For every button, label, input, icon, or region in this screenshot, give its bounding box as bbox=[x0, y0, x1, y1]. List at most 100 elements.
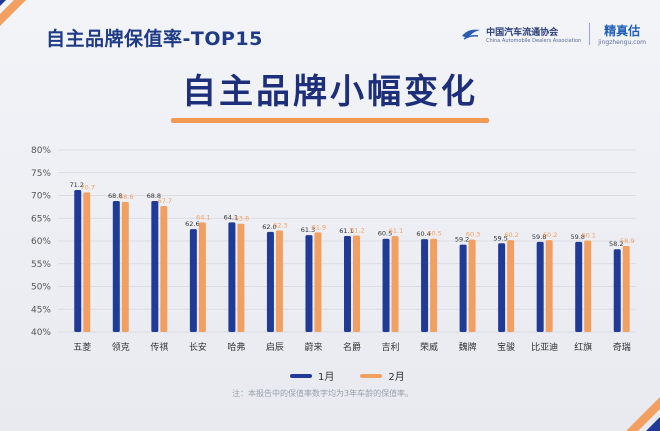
x-tick-label: 启辰 bbox=[266, 341, 284, 353]
x-tick-label: 宝骏 bbox=[497, 341, 515, 353]
data-label-series-1: 71.2 bbox=[70, 181, 84, 189]
bar-series-2 bbox=[391, 235, 399, 332]
bar-series-2 bbox=[160, 205, 168, 332]
banner: 自主品牌小幅变化 bbox=[171, 70, 489, 123]
y-tick-label: 40% bbox=[31, 328, 51, 338]
bar-series-2 bbox=[83, 192, 91, 332]
bar-series-1 bbox=[151, 200, 159, 332]
x-tick-label: 红旗 bbox=[574, 341, 592, 353]
bar-series-2 bbox=[584, 240, 592, 332]
banner-heading: 自主品牌小幅变化 bbox=[182, 72, 478, 112]
bar-series-2 bbox=[468, 239, 476, 332]
bar-series-1 bbox=[459, 244, 467, 332]
legend-item-series-2: 2月 bbox=[360, 368, 405, 383]
data-label-series-1: 64.1 bbox=[224, 213, 238, 221]
data-label-series-2: 61.9 bbox=[312, 223, 326, 231]
data-label-series-1: 60.4 bbox=[416, 230, 430, 238]
data-label-series-2: 67.7 bbox=[158, 197, 172, 205]
corner-decoration-top-left bbox=[0, 0, 26, 26]
data-label-series-2: 68.6 bbox=[119, 193, 133, 201]
bar-series-1 bbox=[536, 241, 544, 332]
y-tick-label: 55% bbox=[31, 260, 51, 270]
logos: 中国汽车流通协会 China Automobile Dealers Associ… bbox=[460, 22, 646, 46]
data-label-series-2: 61.2 bbox=[350, 227, 364, 235]
y-tick-label: 65% bbox=[31, 214, 51, 224]
banner-underline bbox=[171, 118, 489, 123]
bar-series-2 bbox=[622, 246, 630, 332]
x-tick-label: 领克 bbox=[112, 341, 130, 353]
bar-series-2 bbox=[545, 240, 553, 332]
association-logo-icon bbox=[462, 29, 481, 40]
association-name-cn: 中国汽车流通协会 bbox=[486, 27, 559, 38]
x-tick-label: 比亚迪 bbox=[531, 341, 558, 353]
data-label-series-2: 70.7 bbox=[81, 183, 95, 191]
bar-series-2 bbox=[353, 235, 360, 332]
data-label-series-2: 62.3 bbox=[273, 222, 287, 230]
x-tick-label: 长安 bbox=[189, 341, 207, 353]
x-tick-label: 名爵 bbox=[343, 341, 361, 353]
bar-series-1 bbox=[382, 238, 390, 332]
bar-series-1 bbox=[189, 229, 197, 332]
y-tick-label: 50% bbox=[31, 283, 51, 293]
data-label-series-1: 62.6 bbox=[185, 220, 199, 228]
data-label-series-1: 62.0 bbox=[262, 223, 276, 231]
data-label-series-1: 68.8 bbox=[147, 192, 161, 200]
x-tick-label: 魏牌 bbox=[459, 341, 477, 353]
legend-item-series-1: 1月 bbox=[290, 368, 334, 383]
legend-label-series-2: 2月 bbox=[388, 372, 405, 383]
data-label-series-1: 59.8 bbox=[532, 233, 546, 241]
x-tick-label: 蔚来 bbox=[304, 341, 322, 353]
association-logo: 中国汽车流通协会 China Automobile Dealers Associ… bbox=[460, 25, 581, 44]
x-tick-label: 传祺 bbox=[150, 341, 168, 353]
legend-swatch-series-2 bbox=[360, 373, 383, 378]
data-label-series-1: 59.5 bbox=[493, 234, 507, 242]
data-label-series-1: 61.1 bbox=[339, 227, 353, 235]
data-label-series-1: 59.8 bbox=[570, 233, 584, 241]
bar-series-2 bbox=[121, 201, 129, 332]
bar-series-1 bbox=[228, 222, 236, 332]
jzg-name-cn: 精真估 bbox=[604, 24, 641, 38]
jzg-logo: 精真估 jingzhengu.com bbox=[598, 22, 646, 46]
y-tick-label: 70% bbox=[31, 192, 51, 202]
bar-series-1 bbox=[498, 243, 506, 332]
bar-series-2 bbox=[507, 240, 515, 332]
data-label-series-2: 60.2 bbox=[543, 231, 557, 239]
bar-series-1 bbox=[74, 190, 82, 332]
x-tick-label: 五菱 bbox=[73, 341, 91, 353]
data-label-series-2: 60.1 bbox=[581, 232, 595, 240]
y-tick-label: 75% bbox=[31, 169, 51, 179]
association-name-en: China Automobile Dealers Association bbox=[486, 37, 582, 44]
x-tick-label: 哈弗 bbox=[227, 341, 245, 353]
logo-divider bbox=[589, 23, 591, 45]
bar-series-1 bbox=[305, 235, 313, 332]
x-tick-label: 荣威 bbox=[420, 341, 438, 353]
data-label-series-1: 58.2 bbox=[609, 240, 623, 248]
data-label-series-1: 61.3 bbox=[301, 226, 315, 234]
data-label-series-2: 58.9 bbox=[620, 237, 634, 245]
data-label-series-1: 59.2 bbox=[455, 236, 469, 244]
data-label-series-2: 63.8 bbox=[235, 215, 249, 223]
corner-decoration-bottom-right bbox=[626, 397, 660, 431]
data-label-series-2: 60.5 bbox=[427, 230, 441, 238]
bar-series-1 bbox=[421, 239, 429, 332]
bar-series-2 bbox=[275, 230, 283, 332]
bar-series-2 bbox=[237, 223, 245, 332]
jzg-name-en: jingzhengu.com bbox=[598, 39, 646, 46]
data-label-series-1: 68.8 bbox=[108, 192, 122, 200]
y-tick-label: 60% bbox=[31, 237, 51, 247]
data-label-series-1: 60.5 bbox=[378, 230, 392, 238]
data-label-series-2: 60.3 bbox=[466, 231, 480, 239]
legend-swatch-series-1 bbox=[290, 373, 312, 378]
y-tick-label: 80% bbox=[31, 146, 51, 156]
data-label-series-2: 61.1 bbox=[389, 227, 403, 235]
bar-series-1 bbox=[266, 231, 274, 332]
legend-label-series-1: 1月 bbox=[318, 372, 335, 383]
x-tick-label: 奇瑞 bbox=[613, 341, 631, 353]
bar-series-2 bbox=[314, 232, 322, 332]
bar-series-1 bbox=[575, 241, 583, 332]
bar-series-1 bbox=[344, 235, 351, 332]
data-label-series-2: 60.2 bbox=[504, 231, 518, 239]
bar-series-2 bbox=[430, 238, 438, 332]
